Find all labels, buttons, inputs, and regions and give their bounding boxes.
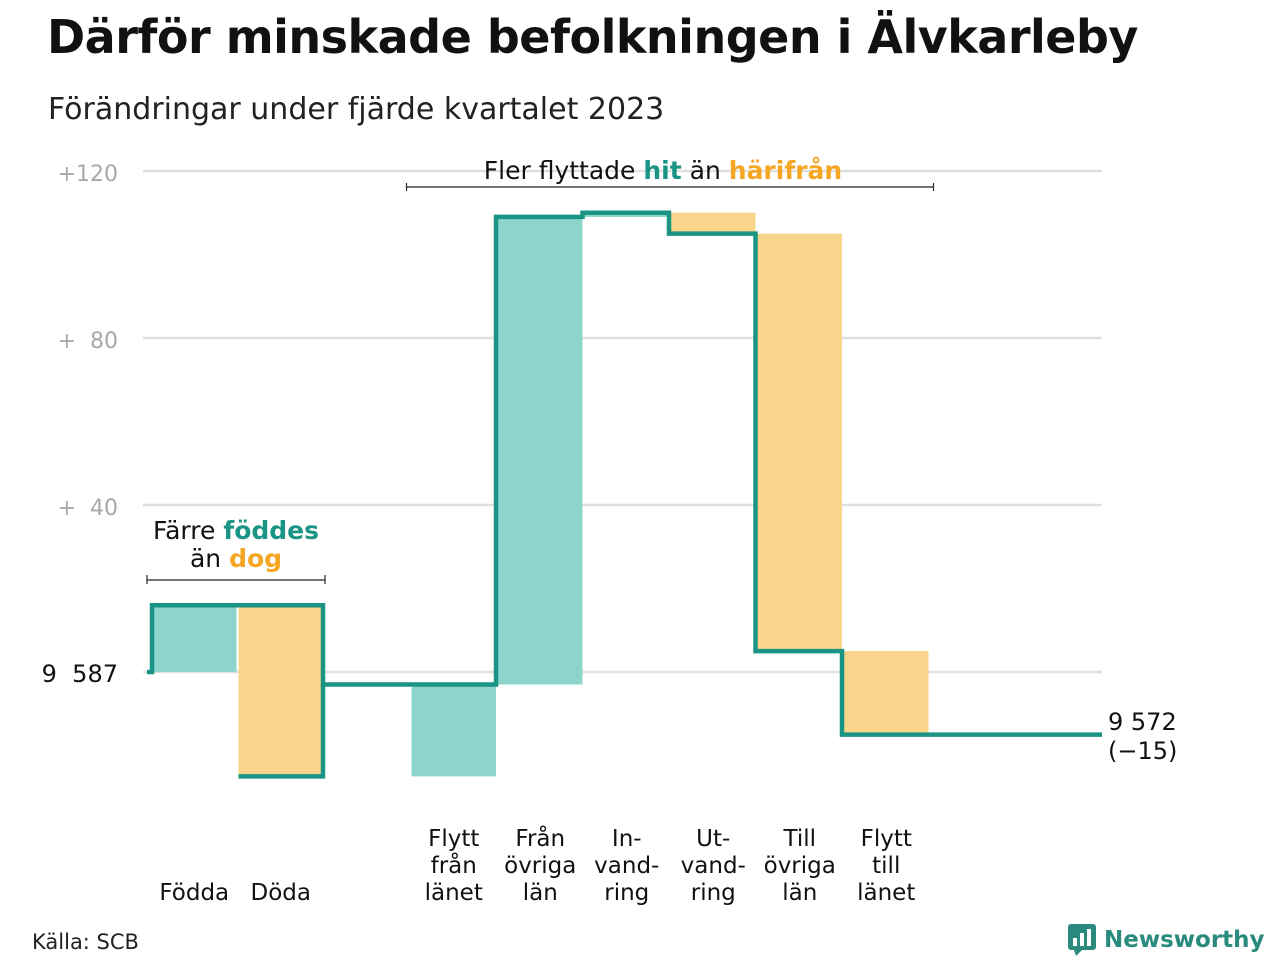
category-label: Flytt bbox=[861, 826, 912, 852]
annotation-segment: dog bbox=[229, 544, 282, 573]
category-label: till bbox=[872, 853, 900, 879]
category-label: Födda bbox=[159, 880, 229, 906]
category-label: län bbox=[782, 880, 817, 906]
category-label: In- bbox=[612, 826, 642, 852]
newsworthy-logo-icon bbox=[1068, 924, 1096, 956]
start-value-label: 9 587 bbox=[42, 660, 118, 688]
brand-name: Newsworthy bbox=[1104, 927, 1265, 953]
running-total-path bbox=[147, 210, 1102, 779]
category-label: Döda bbox=[251, 880, 311, 906]
category-labels: Födda DödaFlyttfrånlänetFrånövrigalänIn-v… bbox=[159, 824, 915, 906]
grid-lines bbox=[143, 169, 1102, 674]
source-note: Källa: SCB bbox=[32, 930, 139, 954]
category-label: Ut- bbox=[696, 826, 730, 852]
y-tick-label: + 80 bbox=[58, 329, 118, 354]
bar-flytt-till-länet bbox=[844, 651, 929, 735]
end-value-label: 9 572(−15) bbox=[1108, 708, 1177, 765]
annotation-migration: Fler flyttade hit än härifrån bbox=[484, 156, 842, 185]
annotation-segment: Fler flyttade bbox=[484, 156, 644, 185]
category-label: ring bbox=[691, 880, 736, 906]
y-tick-label: + 40 bbox=[58, 496, 118, 521]
category-label: ring bbox=[604, 880, 649, 906]
category-label: övriga bbox=[764, 853, 836, 879]
annotation-segment: föddes bbox=[223, 516, 319, 545]
annotation-segment: hit bbox=[643, 156, 681, 185]
annotation-segment: än bbox=[190, 544, 229, 573]
bar-ut--vand--ring bbox=[671, 212, 756, 234]
category-label: vand- bbox=[594, 853, 659, 879]
category-label: Till bbox=[782, 826, 816, 852]
bar-från-övriga-län bbox=[498, 216, 583, 685]
category-label: Flytt bbox=[428, 826, 479, 852]
category-label: från bbox=[431, 851, 477, 879]
end-change: (−15) bbox=[1108, 737, 1177, 765]
category-label: vand- bbox=[681, 853, 746, 879]
y-axis-ticks: 9 587 + 40 + 80 +120 bbox=[42, 162, 118, 688]
annotation-births-deaths-line2: än dog bbox=[190, 544, 282, 573]
chart-subtitle: Förändringar under fjärde kvartalet 2023 bbox=[48, 92, 665, 127]
y-tick-label: +120 bbox=[58, 162, 118, 187]
running-total-line bbox=[147, 210, 1102, 779]
bar-till-övriga-län bbox=[757, 233, 842, 652]
category-label: län bbox=[523, 880, 558, 906]
annotation-segment: Färre bbox=[153, 516, 223, 545]
annotation-births-deaths-line1: Färre föddes bbox=[153, 516, 319, 545]
bar-döda bbox=[238, 605, 323, 777]
annotation-segment: härifrån bbox=[729, 156, 842, 185]
category-label: övriga bbox=[504, 853, 576, 879]
bar-födda bbox=[152, 605, 237, 672]
bars bbox=[152, 212, 929, 777]
brand-logo[interactable]: Newsworthy bbox=[1068, 924, 1265, 956]
bar-flytt-från-länet bbox=[411, 684, 496, 777]
category-label: Från bbox=[515, 824, 565, 852]
category-label: länet bbox=[425, 880, 483, 906]
chart-title: Därför minskade befolkningen i Älvkarleb… bbox=[47, 10, 1138, 64]
end-value: 9 572 bbox=[1108, 708, 1177, 736]
category-label: länet bbox=[857, 880, 915, 906]
annotation-segment: än bbox=[682, 156, 729, 185]
